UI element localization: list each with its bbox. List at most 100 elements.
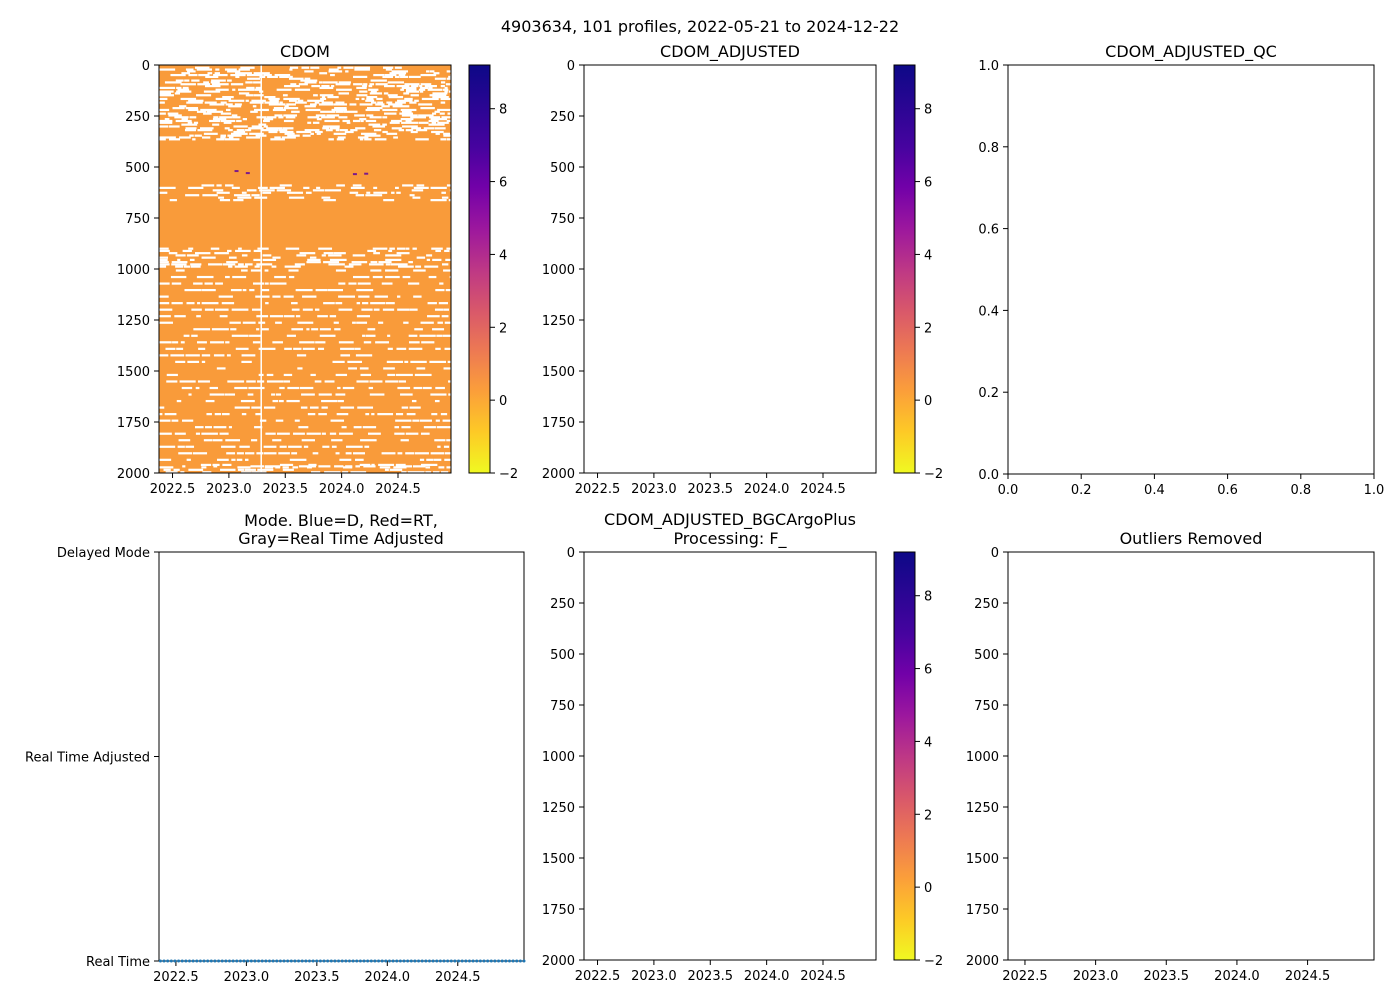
cdom-xtick-label: 2023.0 bbox=[206, 482, 252, 497]
cdom-gap bbox=[181, 386, 193, 390]
cdom-gap bbox=[221, 302, 235, 305]
cdom-gap bbox=[319, 86, 334, 90]
cdom-gap bbox=[385, 380, 399, 383]
cdom-gap bbox=[311, 84, 321, 88]
mode-point bbox=[340, 959, 344, 963]
cdom-gap bbox=[358, 295, 370, 298]
cdom-gap bbox=[339, 129, 348, 132]
cdom-gap bbox=[401, 406, 409, 409]
cdom-gap bbox=[200, 108, 217, 112]
cdom-gap bbox=[421, 97, 439, 101]
cdom-gap bbox=[246, 86, 255, 90]
cdom_adjusted_qc-ytick-label: 0.2 bbox=[978, 386, 999, 401]
cdom-gap bbox=[164, 118, 170, 121]
cdom-gap bbox=[181, 72, 190, 75]
cdom-gap bbox=[185, 107, 199, 110]
cdom-gap bbox=[357, 136, 369, 139]
cdom-gap bbox=[187, 70, 196, 73]
cdom-gap bbox=[353, 426, 362, 429]
cdom-gap bbox=[312, 189, 325, 192]
cdom-gap bbox=[183, 334, 190, 337]
cdom-gap bbox=[171, 419, 179, 422]
cdom-gap bbox=[235, 249, 251, 253]
cdom-gap bbox=[413, 269, 426, 272]
cdom-gap bbox=[290, 83, 297, 86]
outliers-ytick-label: 750 bbox=[974, 699, 999, 714]
cdom-gap bbox=[400, 75, 409, 79]
cdom-gap bbox=[232, 116, 241, 119]
cdom-gap bbox=[278, 116, 284, 119]
cdom-gap bbox=[355, 97, 360, 101]
cdom-gap bbox=[359, 118, 367, 121]
cdom-gap bbox=[319, 72, 328, 75]
cdom-gap bbox=[410, 360, 427, 363]
cdom-gap bbox=[241, 269, 248, 272]
cdom-gap bbox=[275, 393, 282, 396]
cdom-gap bbox=[289, 66, 299, 69]
cdom-gap bbox=[430, 118, 448, 121]
cdom-gap bbox=[438, 466, 445, 469]
cdom-gap bbox=[356, 86, 367, 90]
cdom-gap bbox=[437, 108, 451, 112]
cdom-gap bbox=[316, 118, 322, 121]
cdom-ytick-label: 750 bbox=[125, 212, 150, 227]
mode-point bbox=[351, 959, 355, 963]
cdom-gap bbox=[216, 367, 226, 370]
mode-point bbox=[511, 959, 515, 963]
cdom-gap bbox=[413, 386, 423, 390]
cdom-gap bbox=[282, 466, 289, 469]
cdom-ytick-label: 0 bbox=[142, 59, 150, 74]
cdom-gap bbox=[338, 81, 351, 84]
cdom-gap bbox=[237, 196, 252, 199]
cdom-ytick-label: 500 bbox=[125, 161, 150, 176]
cdom-gap bbox=[217, 458, 229, 461]
cdom-gap bbox=[439, 282, 444, 285]
cdom-gap bbox=[261, 328, 269, 331]
mode-point bbox=[446, 959, 450, 963]
cdom-gap bbox=[170, 354, 185, 357]
cdom-gap bbox=[425, 466, 431, 469]
cdom-gap bbox=[397, 295, 401, 298]
cdom-gap bbox=[177, 445, 185, 448]
cdom-gap bbox=[337, 136, 346, 139]
cdom-gap bbox=[434, 308, 444, 311]
cdom-gap bbox=[396, 347, 407, 350]
cdom-gap bbox=[201, 302, 219, 305]
mode-point bbox=[242, 959, 246, 963]
cdom-gap bbox=[387, 373, 396, 377]
cdom-gap bbox=[289, 68, 293, 71]
cdom-gap bbox=[379, 466, 391, 469]
cdom-gap bbox=[159, 92, 171, 95]
cdom-gap bbox=[179, 136, 191, 139]
cdom-gap bbox=[219, 315, 228, 318]
bgcargoplus-xtick-label: 2024.5 bbox=[800, 969, 846, 984]
cdom-gap bbox=[360, 439, 377, 442]
cdom-gap bbox=[204, 84, 221, 88]
cdom-gap bbox=[312, 452, 319, 455]
cdom-gap bbox=[360, 132, 377, 135]
cdom-gap bbox=[327, 96, 339, 99]
cdom-gap bbox=[291, 302, 298, 305]
cdom-gap bbox=[405, 452, 415, 455]
cdom-gap bbox=[254, 88, 261, 91]
cdom-gap bbox=[404, 83, 420, 86]
cdom-gap bbox=[216, 184, 222, 187]
cdom-gap bbox=[258, 347, 276, 350]
cdom-gap bbox=[231, 334, 249, 337]
cdom-gap bbox=[382, 130, 388, 134]
cdom-gap bbox=[370, 261, 378, 264]
cdom-gap bbox=[339, 432, 353, 435]
outliers-ytick-label: 1250 bbox=[966, 801, 999, 816]
cdom-gap bbox=[425, 471, 432, 473]
cdom-gap bbox=[400, 88, 404, 91]
cdom-gap bbox=[275, 321, 282, 324]
cdom-gap bbox=[224, 138, 240, 141]
cdom-gap bbox=[416, 184, 425, 187]
cdom-gap bbox=[359, 367, 369, 370]
cdom-gap bbox=[362, 334, 366, 337]
cdom-gap bbox=[225, 341, 230, 344]
cdom-gap bbox=[259, 419, 267, 422]
mode-point bbox=[489, 959, 493, 963]
cdom-gap bbox=[372, 125, 386, 128]
cdom-gap bbox=[279, 130, 294, 134]
